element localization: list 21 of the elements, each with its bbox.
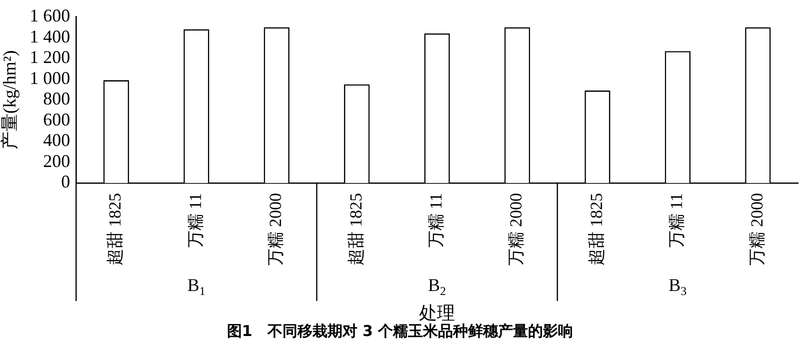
x-tick-label: 万糯 2000 xyxy=(266,193,286,266)
y-axis-title: 产量(kg/hm²) xyxy=(0,50,20,150)
x-tick-label: 超甜 1825 xyxy=(106,193,125,266)
x-tick-label: 超甜 1825 xyxy=(586,193,606,266)
text: 图1 不同移栽期对 3 个糯玉米品种鲜穗产量的影响 xyxy=(226,322,574,341)
y-tick-label: 200 xyxy=(43,150,70,171)
y-tick-label: 800 xyxy=(43,88,70,109)
x-tick-label: 万糯 2000 xyxy=(747,193,766,266)
y-tick-label: 1 400 xyxy=(30,26,70,46)
y-tick-label: 400 xyxy=(43,130,70,150)
x-tick-label: 万糯 11 xyxy=(186,193,205,248)
x-axis-title: 处理 xyxy=(419,302,456,323)
x-tick-label: 万糯 2000 xyxy=(506,193,526,266)
x-tick-label: 万糯 11 xyxy=(426,193,446,248)
y-tick-label: 600 xyxy=(43,109,70,130)
y-tick-label: 1 600 xyxy=(30,6,70,26)
y-tick-label: 1 200 xyxy=(30,47,70,68)
y-tick-label: 0 xyxy=(61,172,70,192)
x-tick-label: 万糯 11 xyxy=(667,193,686,248)
x-tick-label: 超甜 1825 xyxy=(346,193,366,266)
y-tick-label: 1 000 xyxy=(30,68,70,88)
